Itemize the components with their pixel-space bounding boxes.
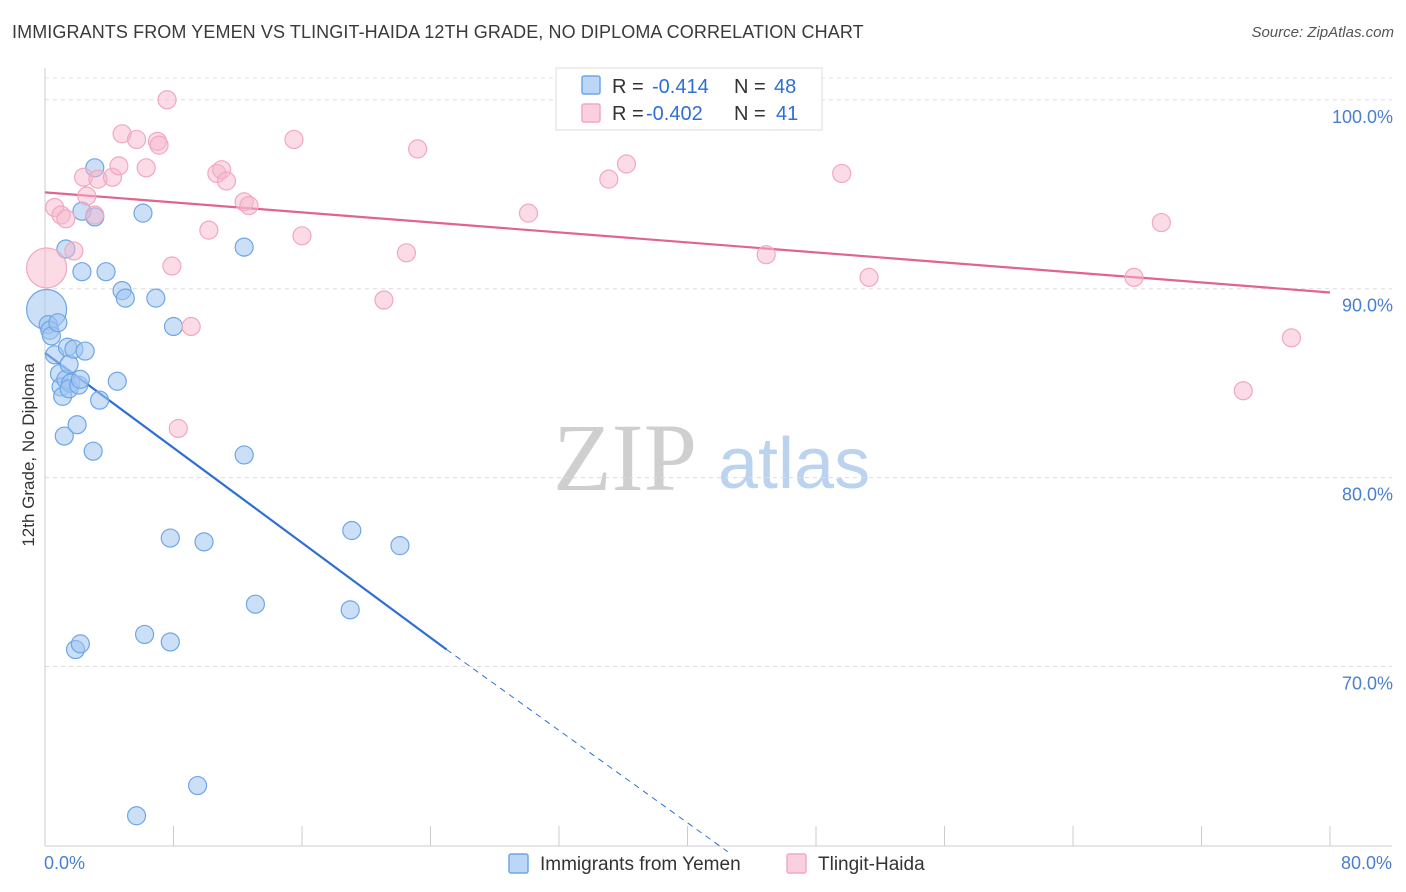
point-tlingit-haida (85, 205, 105, 225)
point-tlingit-haida (168, 418, 188, 439)
point-tlingit-haida (64, 241, 84, 261)
point-immigrants-from-yemen (75, 341, 95, 361)
trend-line-yemen-extension (446, 649, 728, 853)
y-tick-label: 80.0% (1342, 485, 1393, 505)
bottom-legend-label-tlingit: Tlingit-Haida (818, 854, 925, 875)
bottom-legend-swatch-tlingit (786, 853, 807, 874)
legend-n-value-yemen: 48 (774, 76, 796, 98)
point-immigrants-from-yemen (72, 262, 92, 282)
chart-title: IMMIGRANTS FROM YEMEN VS TLINGIT-HAIDA 1… (12, 22, 864, 42)
legend-n-label-tlingit: N = (734, 103, 766, 125)
legend: R = -0.414 N = 48 R = -0.402 N = 41 (555, 67, 823, 131)
point-tlingit-haida (832, 163, 852, 184)
y-axis-label: 12th Grade, No Diploma (19, 363, 38, 547)
point-tlingit-haida (284, 129, 304, 150)
point-immigrants-from-yemen (163, 316, 184, 337)
point-tlingit-haida (599, 169, 619, 189)
data-points (26, 90, 1302, 826)
legend-r-label-yemen: R = (612, 76, 644, 98)
watermark-zip: ZIP (553, 404, 697, 511)
point-immigrants-from-yemen (390, 536, 410, 556)
point-immigrants-from-yemen (83, 441, 103, 461)
x-tick-label-min: 0.0% (44, 853, 85, 873)
point-immigrants-from-yemen (90, 390, 110, 410)
point-immigrants-from-yemen (126, 806, 147, 826)
point-immigrants-from-yemen (48, 313, 68, 333)
point-immigrants-from-yemen (160, 528, 180, 548)
point-immigrants-from-yemen (234, 237, 254, 257)
point-immigrants-from-yemen (342, 520, 362, 541)
point-tlingit-haida (616, 154, 637, 174)
point-tlingit-haida (1124, 267, 1144, 287)
bottom-legend-swatch-yemen (508, 853, 529, 874)
point-tlingit-haida (374, 290, 394, 310)
legend-n-label-yemen: N = (734, 76, 766, 98)
point-tlingit-haida (518, 203, 539, 223)
point-tlingit-haida (149, 135, 169, 155)
point-immigrants-from-yemen (134, 624, 155, 645)
point-immigrants-from-yemen (245, 594, 266, 614)
point-immigrants-from-yemen (194, 532, 214, 552)
axes (44, 68, 1392, 847)
trend-line-yemen (44, 352, 448, 651)
y-tick-label: 100.0% (1332, 107, 1393, 127)
point-tlingit-haida (216, 171, 237, 191)
point-tlingit-haida (199, 220, 219, 240)
x-tick-label-max: 80.0% (1341, 853, 1392, 873)
y-tick-label: 70.0% (1342, 674, 1393, 694)
chart-source: Source: ZipAtlas.com (1251, 24, 1394, 41)
point-immigrants-from-yemen (187, 775, 208, 796)
point-tlingit-haida (859, 267, 879, 287)
point-immigrants-from-yemen (146, 288, 166, 308)
point-immigrants-from-yemen (115, 288, 135, 308)
watermark-atlas: atlas (718, 424, 870, 504)
point-immigrants-from-yemen (70, 369, 90, 389)
point-tlingit-haida (1281, 328, 1302, 348)
point-tlingit-haida (136, 158, 156, 178)
point-immigrants-from-yemen (67, 415, 87, 435)
legend-r-value-yemen: -0.414 (652, 76, 709, 98)
point-immigrants-from-yemen (96, 262, 116, 282)
point-immigrants-from-yemen (133, 203, 153, 223)
point-tlingit-haida (56, 209, 76, 229)
point-tlingit-haida (162, 256, 182, 276)
point-tlingit-haida (239, 195, 259, 216)
point-immigrants-from-yemen (234, 445, 254, 465)
point-tlingit-haida (1151, 212, 1171, 233)
point-immigrants-from-yemen (70, 634, 90, 654)
point-immigrants-from-yemen (107, 371, 127, 391)
point-tlingit-haida (77, 186, 97, 206)
legend-swatch-tlingit (581, 103, 601, 123)
bottom-legend: Immigrants from Yemen Tlingit-Haida (508, 853, 925, 875)
bottom-legend-label-yemen: Immigrants from Yemen (540, 854, 741, 875)
legend-r-value-tlingit: -0.402 (646, 103, 703, 125)
legend-r-label-tlingit: R = (612, 103, 644, 125)
point-immigrants-from-yemen (160, 632, 180, 652)
y-tick-label: 90.0% (1342, 296, 1393, 316)
point-tlingit-haida (408, 139, 428, 159)
point-tlingit-haida (157, 90, 177, 110)
point-tlingit-haida (126, 129, 147, 150)
point-immigrants-from-yemen (340, 600, 360, 620)
trend-line-tlingit (44, 191, 1331, 294)
point-tlingit-haida (109, 156, 129, 176)
point-tlingit-haida (1233, 381, 1253, 401)
point-tlingit-haida (756, 245, 776, 265)
y-tick-labels: 70.0% 80.0% 90.0% 100.0% (1332, 107, 1393, 694)
point-tlingit-haida (181, 316, 201, 337)
legend-n-value-tlingit: 41 (776, 103, 798, 125)
point-immigrants-from-yemen (54, 426, 74, 446)
legend-swatch-yemen (581, 75, 601, 95)
point-tlingit-haida (26, 247, 68, 289)
trend-lines (44, 191, 1331, 853)
gridlines (45, 77, 1392, 668)
point-tlingit-haida (396, 243, 417, 263)
point-tlingit-haida (292, 226, 312, 246)
